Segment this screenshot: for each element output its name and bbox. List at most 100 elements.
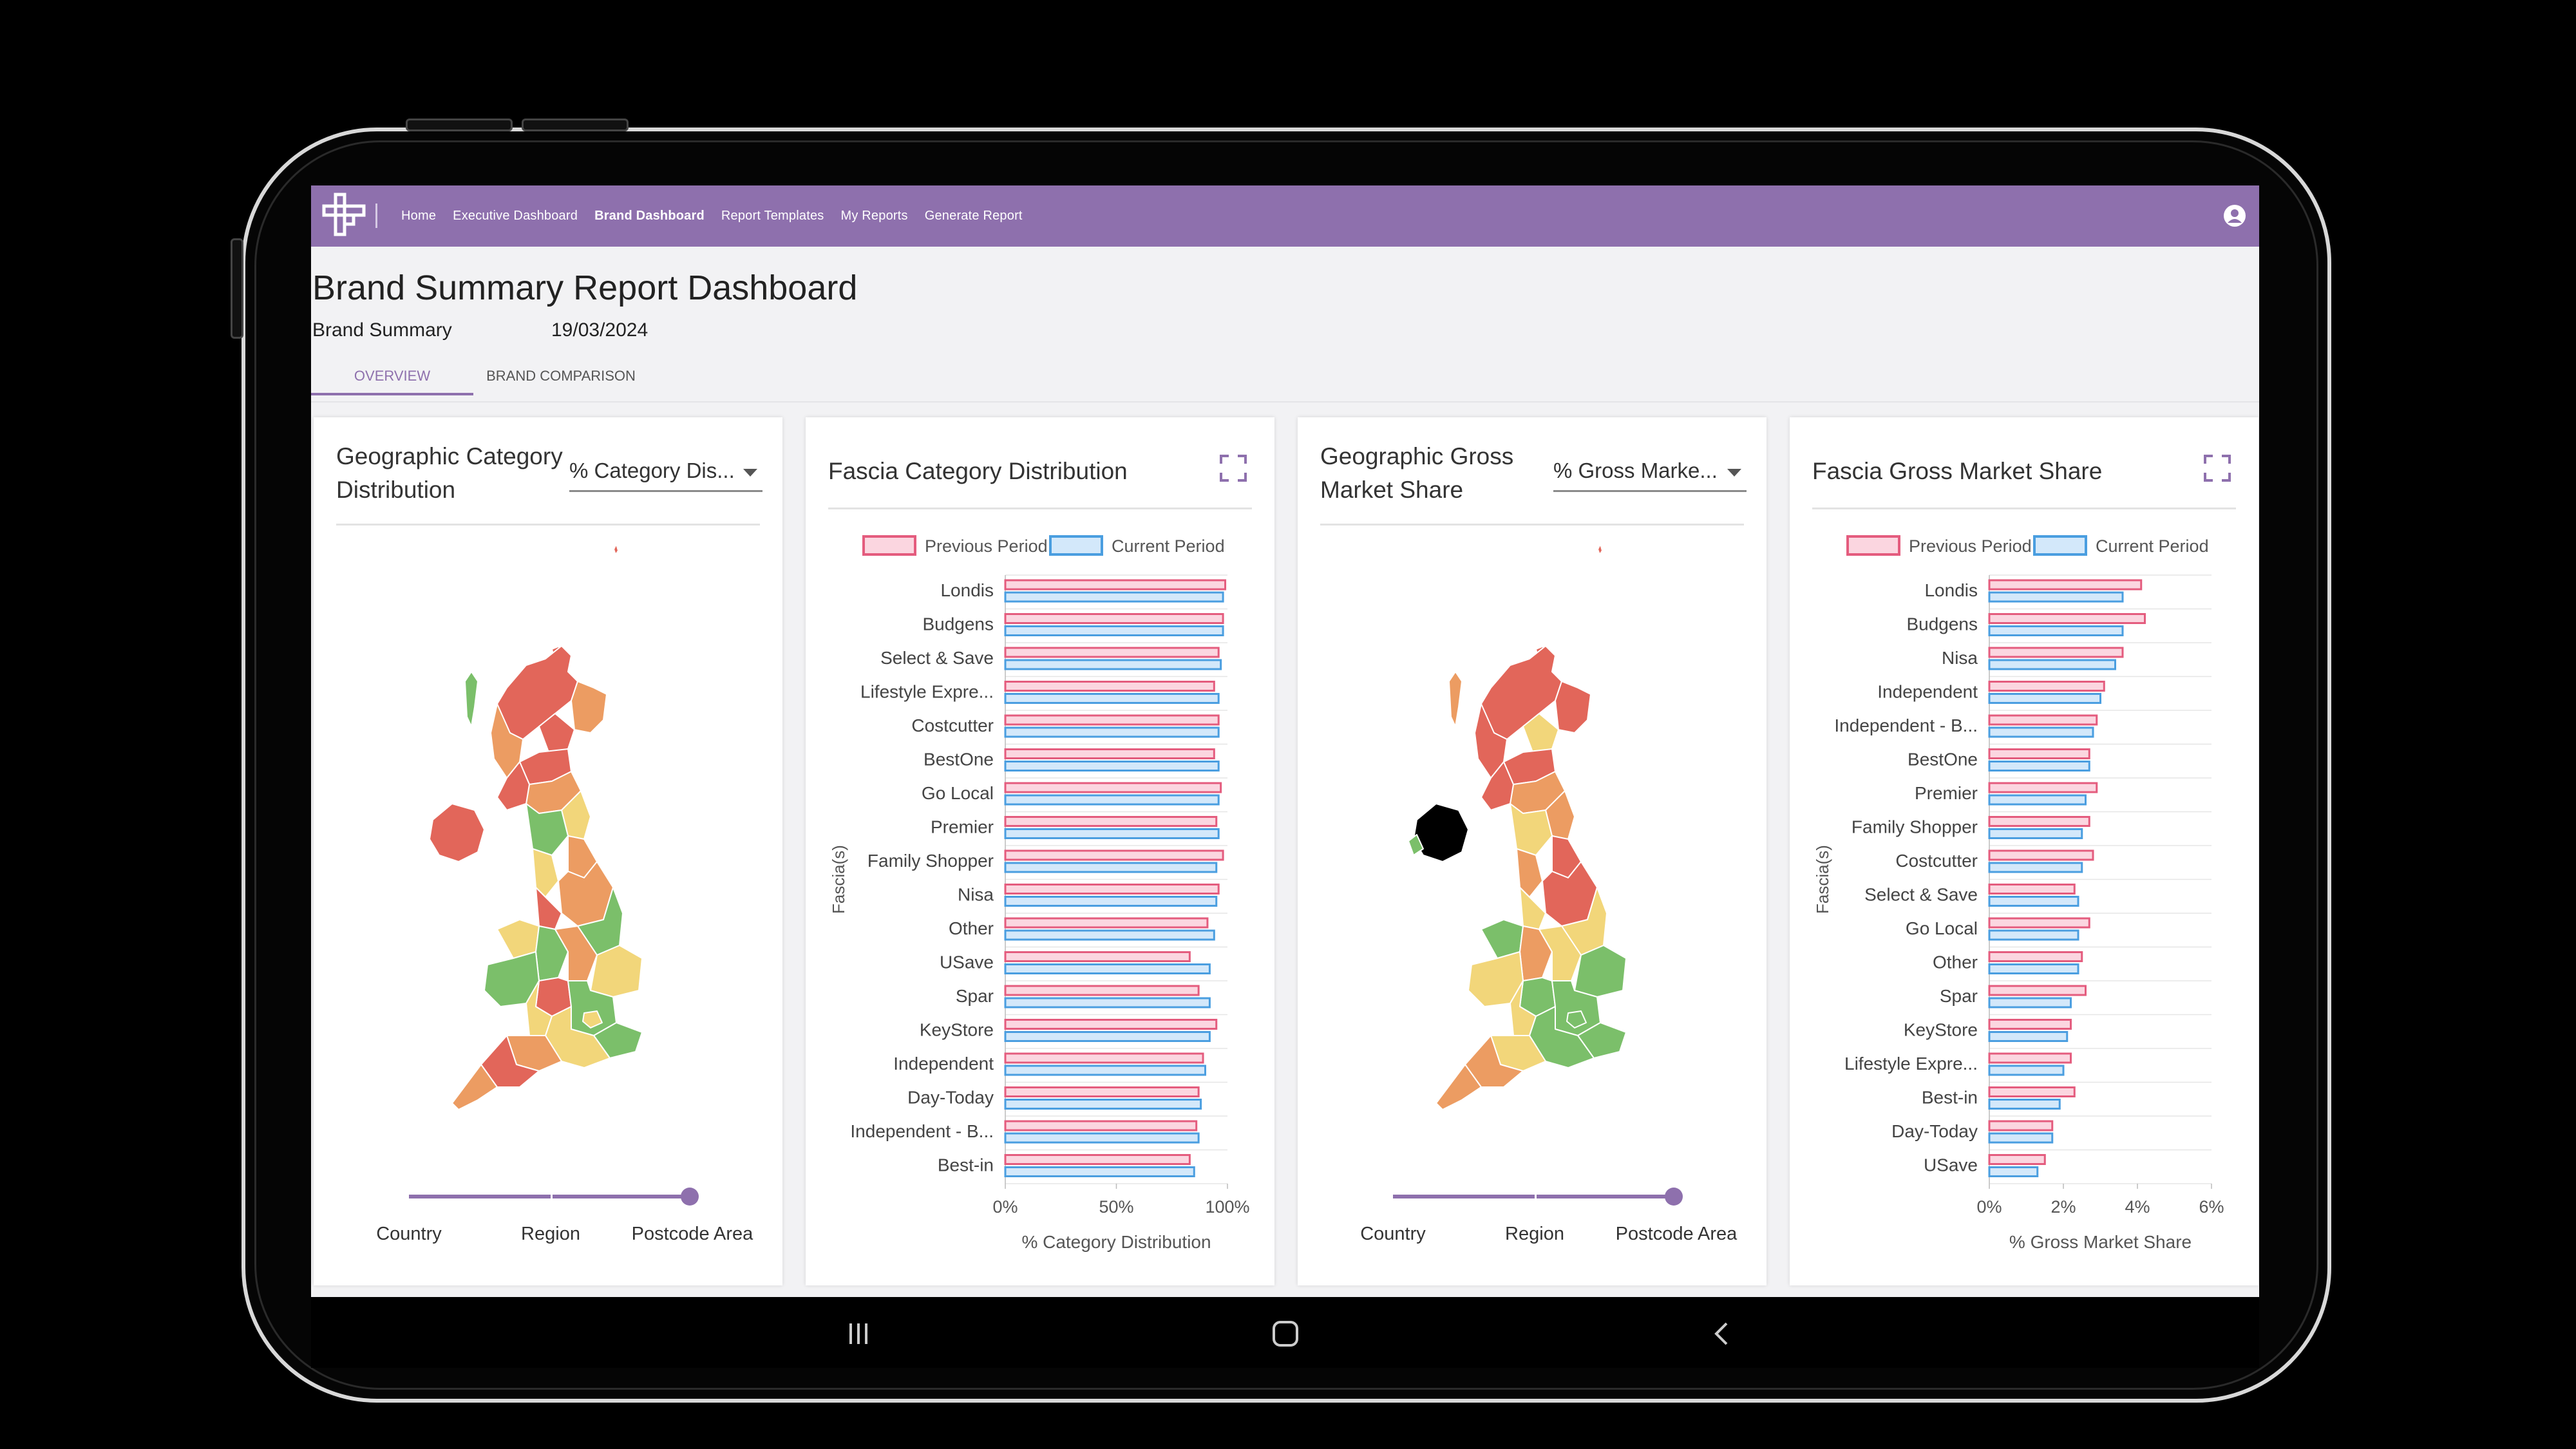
legend-label[interactable]: Current Period — [2096, 536, 2209, 556]
bar-previous-period[interactable] — [1004, 714, 1220, 726]
bar-previous-period[interactable] — [1988, 816, 2090, 827]
bar-previous-period[interactable] — [1988, 1019, 2072, 1030]
legend-swatch[interactable] — [1049, 535, 1103, 556]
bar-previous-period[interactable] — [1004, 816, 1218, 827]
bar-previous-period[interactable] — [1988, 1052, 2072, 1064]
bar-previous-period[interactable] — [1988, 985, 2087, 996]
bar-previous-period[interactable] — [1004, 613, 1224, 624]
slider-label-region[interactable]: Region — [1505, 1224, 1564, 1244]
expand-icon[interactable] — [2204, 455, 2231, 482]
nav-executive-dashboard[interactable]: Executive Dashboard — [453, 209, 578, 223]
bar-current-period[interactable] — [1004, 828, 1220, 839]
back-icon[interactable] — [1709, 1321, 1734, 1347]
bar-previous-period[interactable] — [1004, 681, 1215, 692]
bar-previous-period[interactable] — [1004, 1120, 1198, 1132]
bar-previous-period[interactable] — [1004, 951, 1191, 962]
bar-previous-period[interactable] — [1004, 1052, 1204, 1064]
geo-level-slider[interactable] — [1393, 1187, 1683, 1206]
bar-current-period[interactable] — [1004, 896, 1218, 907]
bar-previous-period[interactable] — [1004, 849, 1224, 861]
bar-previous-period[interactable] — [1988, 714, 2098, 726]
bar-previous-period[interactable] — [1004, 647, 1220, 658]
bar-previous-period[interactable] — [1004, 579, 1227, 591]
bar-previous-period[interactable] — [1004, 1019, 1218, 1030]
bar-current-period[interactable] — [1988, 862, 2083, 873]
bar-current-period[interactable] — [1988, 1166, 2039, 1177]
bar-current-period[interactable] — [1004, 761, 1220, 772]
uk-choropleth-map[interactable] — [314, 527, 782, 1171]
bar-previous-period[interactable] — [1988, 951, 2083, 962]
bar-current-period[interactable] — [1004, 625, 1224, 636]
slider-thumb[interactable] — [681, 1188, 699, 1206]
bar-current-period[interactable] — [1988, 659, 2116, 670]
bar-current-period[interactable] — [1988, 1065, 2065, 1076]
bar-previous-period[interactable] — [1988, 748, 2090, 759]
nav-my-reports[interactable]: My Reports — [840, 209, 908, 223]
slider-label-postcode-area[interactable]: Postcode Area — [631, 1224, 753, 1244]
metric-dropdown[interactable]: % Category Dis... — [569, 455, 762, 492]
geo-level-slider[interactable] — [409, 1187, 699, 1206]
legend-swatch[interactable] — [2033, 535, 2087, 556]
bar-current-period[interactable] — [1004, 929, 1215, 941]
bar-current-period[interactable] — [1004, 1065, 1206, 1076]
bar-current-period[interactable] — [1988, 963, 2079, 974]
bar-previous-period[interactable] — [1988, 681, 2105, 692]
bar-previous-period[interactable] — [1004, 1086, 1200, 1097]
bar-current-period[interactable] — [1004, 1031, 1211, 1042]
bar-previous-period[interactable] — [1988, 613, 2146, 624]
bar-previous-period[interactable] — [1004, 782, 1222, 793]
nav-report-templates[interactable]: Report Templates — [721, 209, 824, 223]
bar-previous-period[interactable] — [1988, 579, 2143, 591]
bar-current-period[interactable] — [1004, 726, 1220, 738]
bar-previous-period[interactable] — [1988, 849, 2094, 861]
nav-brand-dashboard[interactable]: Brand Dashboard — [594, 209, 705, 223]
tab-overview[interactable]: OVERVIEW — [311, 359, 473, 395]
bar-current-period[interactable] — [1988, 1132, 2054, 1144]
legend-label[interactable]: Previous Period — [1909, 536, 2032, 556]
bar-current-period[interactable] — [1004, 794, 1220, 806]
nav-home[interactable]: Home — [401, 209, 437, 223]
bar-previous-period[interactable] — [1004, 1154, 1191, 1165]
legend-swatch[interactable] — [862, 535, 916, 556]
bar-previous-period[interactable] — [1004, 748, 1215, 759]
bar-previous-period[interactable] — [1988, 1120, 2054, 1132]
bar-previous-period[interactable] — [1004, 985, 1200, 996]
bar-current-period[interactable] — [1988, 761, 2090, 772]
legend-swatch[interactable] — [1846, 535, 1900, 556]
bar-current-period[interactable] — [1004, 693, 1220, 704]
bar-current-period[interactable] — [1988, 828, 2083, 839]
bar-current-period[interactable] — [1988, 794, 2087, 806]
bar-current-period[interactable] — [1004, 1099, 1202, 1110]
slider-label-country[interactable]: Country — [376, 1224, 442, 1244]
legend-label[interactable]: Previous Period — [925, 536, 1048, 556]
bar-current-period[interactable] — [1988, 997, 2072, 1009]
bar-previous-period[interactable] — [1988, 917, 2090, 929]
bar-current-period[interactable] — [1988, 929, 2079, 941]
slider-thumb[interactable] — [1665, 1188, 1683, 1206]
bar-current-period[interactable] — [1004, 1132, 1200, 1144]
bar-current-period[interactable] — [1988, 1099, 2061, 1110]
bar-previous-period[interactable] — [1988, 884, 2076, 895]
bar-previous-period[interactable] — [1004, 917, 1209, 929]
tab-brand-comparison[interactable]: BRAND COMPARISON — [486, 368, 636, 384]
bar-current-period[interactable] — [1988, 625, 2124, 636]
nav-generate-report[interactable]: Generate Report — [924, 209, 1023, 223]
bar-current-period[interactable] — [1004, 659, 1222, 670]
bar-current-period[interactable] — [1004, 997, 1211, 1009]
slider-label-postcode-area[interactable]: Postcode Area — [1615, 1224, 1738, 1244]
bar-previous-period[interactable] — [1988, 1086, 2076, 1097]
bar-current-period[interactable] — [1004, 591, 1224, 603]
bar-previous-period[interactable] — [1004, 884, 1220, 895]
bar-current-period[interactable] — [1988, 1031, 2069, 1042]
bar-current-period[interactable] — [1004, 1166, 1195, 1177]
bar-current-period[interactable] — [1004, 862, 1218, 873]
home-icon[interactable] — [1271, 1320, 1300, 1348]
bar-current-period[interactable] — [1988, 726, 2094, 738]
expand-icon[interactable] — [1220, 455, 1247, 482]
bar-previous-period[interactable] — [1988, 1154, 2046, 1165]
bar-current-period[interactable] — [1004, 963, 1211, 974]
recent-apps-icon[interactable] — [846, 1321, 871, 1347]
cross-logo-icon[interactable] — [320, 191, 368, 238]
uk-choropleth-map[interactable] — [1298, 527, 1766, 1171]
bar-previous-period[interactable] — [1988, 782, 2098, 793]
